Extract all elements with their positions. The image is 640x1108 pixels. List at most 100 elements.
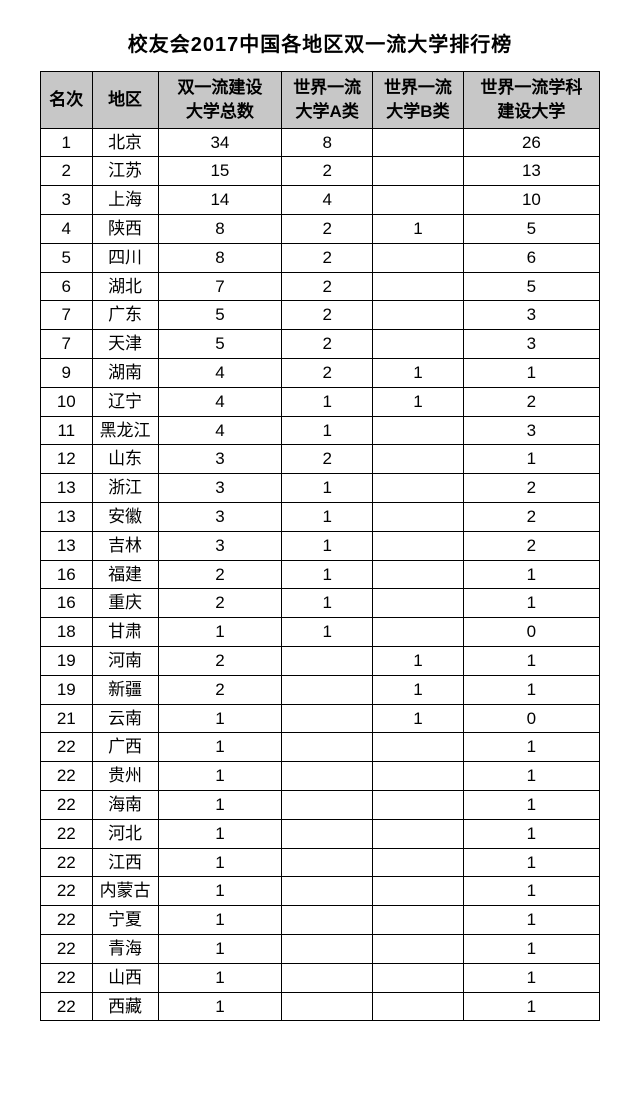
cell-a: 1 [282, 589, 373, 618]
table-row: 22青海11 [41, 934, 600, 963]
col-total-line1: 双一流建设 [177, 78, 262, 97]
col-disc-line2: 建设大学 [497, 102, 565, 121]
cell-disc: 26 [463, 128, 599, 157]
cell-total: 5 [158, 330, 282, 359]
cell-disc: 1 [463, 934, 599, 963]
cell-disc: 1 [463, 819, 599, 848]
cell-region: 山西 [92, 963, 158, 992]
cell-region: 四川 [92, 243, 158, 272]
cell-region: 安徽 [92, 502, 158, 531]
cell-rank: 3 [41, 186, 93, 215]
cell-total: 3 [158, 445, 282, 474]
cell-rank: 19 [41, 646, 93, 675]
cell-a [282, 906, 373, 935]
cell-region: 天津 [92, 330, 158, 359]
cell-disc: 1 [463, 589, 599, 618]
table-row: 22山西11 [41, 963, 600, 992]
cell-a: 8 [282, 128, 373, 157]
cell-total: 1 [158, 704, 282, 733]
col-rank: 名次 [41, 72, 93, 129]
cell-region: 湖南 [92, 358, 158, 387]
col-b-line2: 大学B类 [386, 102, 449, 121]
cell-disc: 1 [463, 992, 599, 1021]
cell-disc: 5 [463, 272, 599, 301]
cell-b [373, 186, 464, 215]
cell-a: 2 [282, 445, 373, 474]
cell-disc: 1 [463, 560, 599, 589]
table-row: 16福建211 [41, 560, 600, 589]
cell-total: 1 [158, 733, 282, 762]
cell-rank: 18 [41, 618, 93, 647]
cell-b [373, 301, 464, 330]
cell-region: 吉林 [92, 531, 158, 560]
cell-region: 河北 [92, 819, 158, 848]
cell-rank: 2 [41, 157, 93, 186]
cell-total: 1 [158, 762, 282, 791]
cell-rank: 11 [41, 416, 93, 445]
cell-total: 2 [158, 589, 282, 618]
cell-total: 4 [158, 416, 282, 445]
cell-rank: 16 [41, 589, 93, 618]
cell-rank: 1 [41, 128, 93, 157]
cell-region: 河南 [92, 646, 158, 675]
cell-total: 5 [158, 301, 282, 330]
table-header: 名次 地区 双一流建设 大学总数 世界一流 大学A类 世界一流 大学B类 世界一… [41, 72, 600, 129]
cell-a: 2 [282, 301, 373, 330]
cell-disc: 2 [463, 531, 599, 560]
table-row: 1北京34826 [41, 128, 600, 157]
cell-total: 3 [158, 474, 282, 503]
cell-rank: 13 [41, 474, 93, 503]
cell-rank: 7 [41, 330, 93, 359]
cell-total: 1 [158, 906, 282, 935]
cell-b: 1 [373, 704, 464, 733]
cell-a: 2 [282, 157, 373, 186]
table-row: 21云南110 [41, 704, 600, 733]
cell-a [282, 819, 373, 848]
cell-rank: 22 [41, 762, 93, 791]
cell-total: 3 [158, 531, 282, 560]
cell-a: 1 [282, 560, 373, 589]
cell-total: 1 [158, 819, 282, 848]
cell-a: 1 [282, 618, 373, 647]
cell-b [373, 272, 464, 301]
cell-region: 北京 [92, 128, 158, 157]
cell-a: 1 [282, 531, 373, 560]
cell-region: 山东 [92, 445, 158, 474]
cell-total: 2 [158, 675, 282, 704]
cell-region: 广东 [92, 301, 158, 330]
cell-rank: 9 [41, 358, 93, 387]
table-row: 19新疆211 [41, 675, 600, 704]
cell-disc: 1 [463, 877, 599, 906]
table-row: 18甘肃110 [41, 618, 600, 647]
cell-b [373, 502, 464, 531]
cell-region: 江西 [92, 848, 158, 877]
table-row: 5四川826 [41, 243, 600, 272]
table-row: 9湖南4211 [41, 358, 600, 387]
cell-total: 4 [158, 358, 282, 387]
cell-total: 15 [158, 157, 282, 186]
table-row: 4陕西8215 [41, 214, 600, 243]
table-row: 2江苏15213 [41, 157, 600, 186]
cell-b [373, 157, 464, 186]
cell-a [282, 934, 373, 963]
cell-rank: 19 [41, 675, 93, 704]
table-row: 22宁夏11 [41, 906, 600, 935]
cell-b [373, 934, 464, 963]
cell-rank: 7 [41, 301, 93, 330]
cell-a: 2 [282, 214, 373, 243]
table-row: 7广东52 3 [41, 301, 600, 330]
cell-region: 陕西 [92, 214, 158, 243]
cell-disc: 6 [463, 243, 599, 272]
cell-total: 1 [158, 848, 282, 877]
cell-region: 海南 [92, 790, 158, 819]
cell-a [282, 733, 373, 762]
cell-total: 2 [158, 646, 282, 675]
col-b: 世界一流 大学B类 [373, 72, 464, 129]
ranking-table: 名次 地区 双一流建设 大学总数 世界一流 大学A类 世界一流 大学B类 世界一… [40, 71, 600, 1021]
cell-disc: 3 [463, 301, 599, 330]
cell-disc: 1 [463, 445, 599, 474]
col-a-line2: 大学A类 [296, 102, 359, 121]
table-row: 22广西11 [41, 733, 600, 762]
table-row: 11黑龙江413 [41, 416, 600, 445]
cell-disc: 1 [463, 848, 599, 877]
